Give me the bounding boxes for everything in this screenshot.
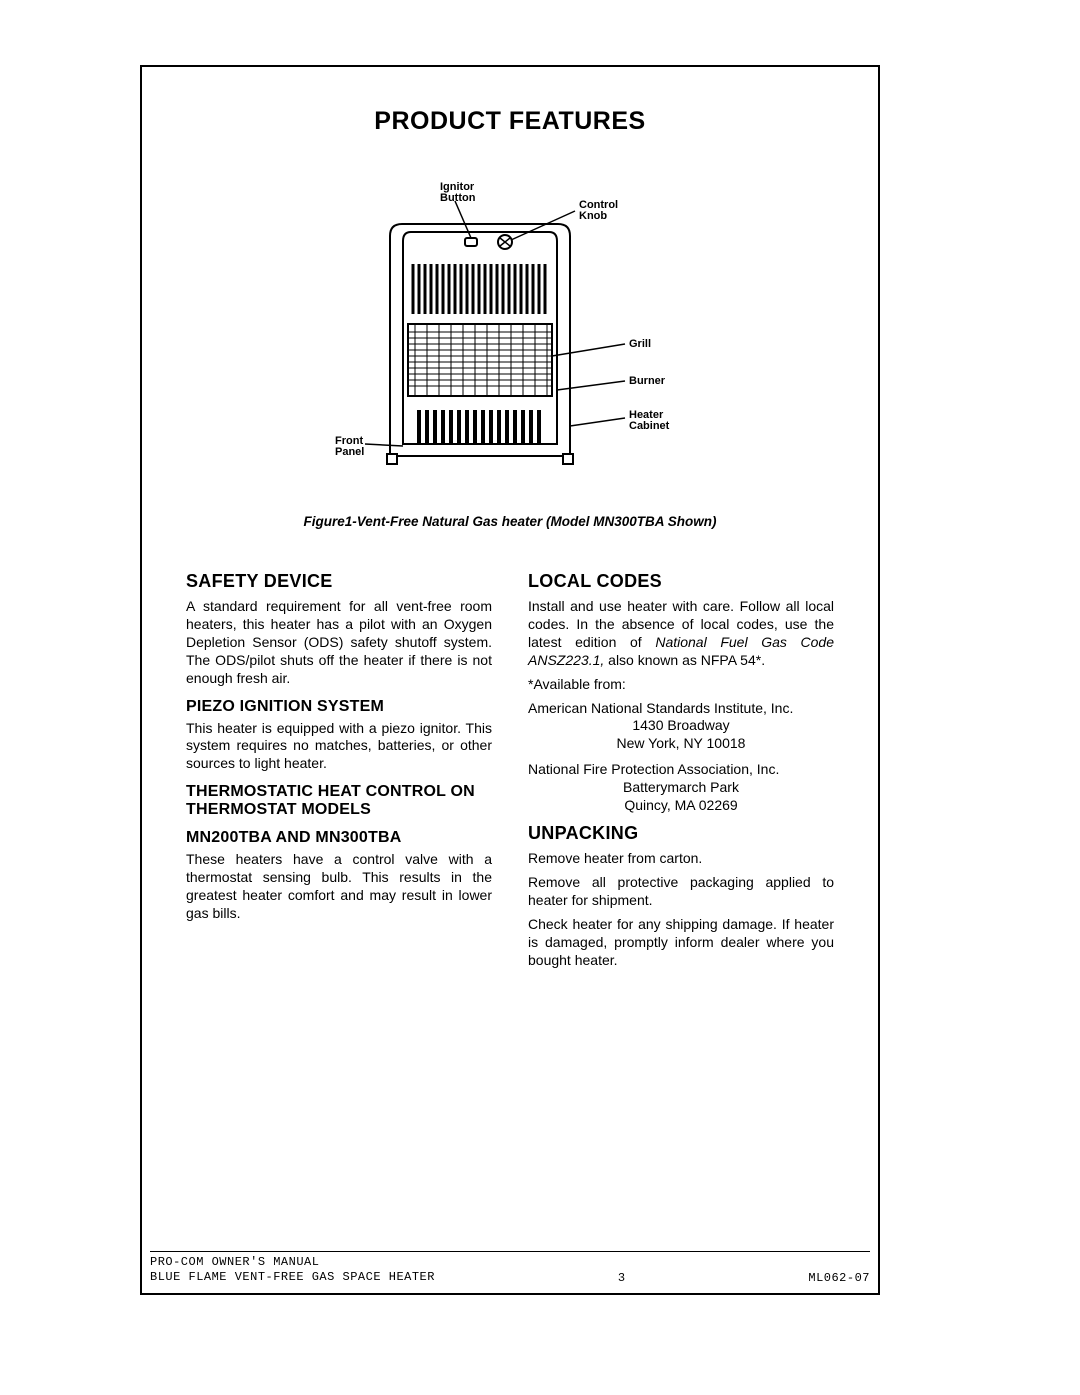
svg-text:Cabinet: Cabinet — [629, 420, 670, 432]
section-heading: SAFETY DEVICE — [186, 571, 492, 592]
footer-left-1: PRO-COM OWNER'S MANUAL — [150, 1255, 435, 1270]
footer-page-number: 3 — [618, 1271, 626, 1285]
section-heading: THERMOSTATIC HEAT CONTROL ON THERMOSTAT … — [186, 783, 492, 819]
section-heading: MN200TBA AND MN300TBA — [186, 829, 492, 847]
svg-text:Knob: Knob — [579, 210, 607, 222]
section-heading: UNPACKING — [528, 823, 834, 844]
label-burner: Burner — [629, 375, 666, 387]
page-footer: PRO-COM OWNER'S MANUAL BLUE FLAME VENT-F… — [150, 1251, 870, 1285]
paragraph: A standard requirement for all vent-free… — [186, 598, 492, 688]
heater-diagram: Ignitor Button Control Knob Grill Burner… — [295, 176, 725, 496]
section-heading: LOCAL CODES — [528, 571, 834, 592]
paragraph: Check heater for any shipping damage. If… — [528, 916, 834, 970]
svg-text:Panel: Panel — [335, 446, 364, 458]
paragraph: These heaters have a control valve with … — [186, 851, 492, 923]
label-grill: Grill — [629, 338, 651, 350]
figure-caption: Figure1-Vent-Free Natural Gas heater (Mo… — [186, 514, 834, 529]
footer-left-2: BLUE FLAME VENT-FREE GAS SPACE HEATER — [150, 1270, 435, 1285]
paragraph: *Available from: — [528, 676, 834, 694]
paragraph: Install and use heater with care. Follow… — [528, 598, 834, 670]
svg-text:Button: Button — [440, 192, 476, 204]
address-block: National Fire Protection Association, In… — [528, 761, 834, 815]
paragraph: Remove all protective packaging applied … — [528, 874, 834, 910]
page-title: PRODUCT FEATURES — [186, 107, 834, 136]
paragraph: This heater is equipped with a piezo ign… — [186, 720, 492, 774]
footer-right: ML062-07 — [808, 1271, 870, 1285]
section-heading: PIEZO IGNITION SYSTEM — [186, 698, 492, 716]
page-frame: PRODUCT FEATURES — [140, 65, 880, 1295]
left-column: SAFETY DEVICE A standard requirement for … — [186, 571, 492, 975]
address-block: American National Standards Institute, I… — [528, 700, 834, 754]
two-column-body: SAFETY DEVICE A standard requirement for … — [186, 571, 834, 975]
right-column: LOCAL CODES Install and use heater with c… — [528, 571, 834, 975]
paragraph: Remove heater from carton. — [528, 850, 834, 868]
